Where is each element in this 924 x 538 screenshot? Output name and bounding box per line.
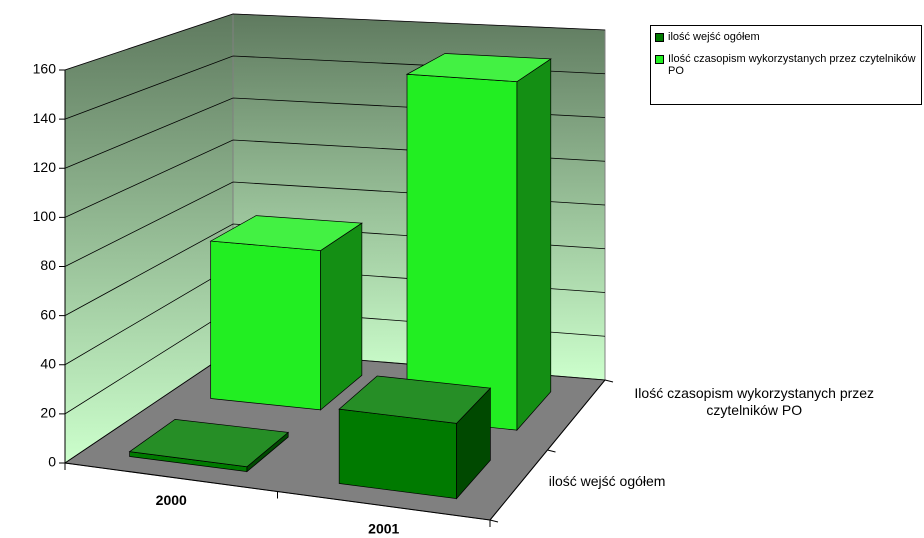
x-tick-label: 2000 (156, 492, 187, 508)
bar (209, 215, 363, 411)
grid-line (64, 13, 606, 71)
bar-top (405, 53, 552, 83)
y-tick-label: 120 (33, 159, 57, 175)
legend-swatch (655, 33, 664, 42)
y-tick-label: 80 (40, 257, 56, 273)
bar-front (338, 408, 457, 500)
depth-tick (604, 379, 614, 383)
bar-top (128, 419, 290, 468)
legend-entry: Ilość czasopism wykorzystanych przez czy… (655, 53, 917, 77)
y-tick-label: 140 (33, 110, 57, 126)
y-tick-label: 160 (33, 61, 57, 77)
bar (128, 419, 290, 473)
bar-front (406, 73, 518, 431)
bar (405, 53, 552, 432)
x-tick-label: 2001 (368, 520, 399, 536)
legend-entry: ilość wejść ogółem (655, 31, 917, 43)
bar-top (338, 375, 492, 424)
depth-label: Ilość czasopism wykorzystanych przez czy… (634, 385, 875, 418)
y-tick-label: 0 (48, 454, 56, 470)
legend-swatch (655, 55, 664, 64)
bar-top (209, 215, 363, 251)
depth-label: ilość wejść ogółem (548, 473, 666, 489)
bar-front (210, 240, 321, 411)
bar-side (516, 58, 552, 432)
y-tick-label: 100 (33, 208, 57, 224)
y-tick-label: 40 (40, 355, 56, 371)
legend: ilość wejść ogółem Ilość czasopism wykorz… (650, 25, 922, 105)
depth-tick (489, 519, 499, 523)
legend-label: Ilość czasopism wykorzystanych przez czy… (668, 53, 916, 77)
bar (338, 375, 492, 500)
y-tick-label: 20 (40, 405, 56, 421)
depth-tick (547, 449, 556, 453)
legend-label: ilość wejść ogółem (668, 31, 760, 43)
y-tick-label: 60 (40, 306, 56, 322)
